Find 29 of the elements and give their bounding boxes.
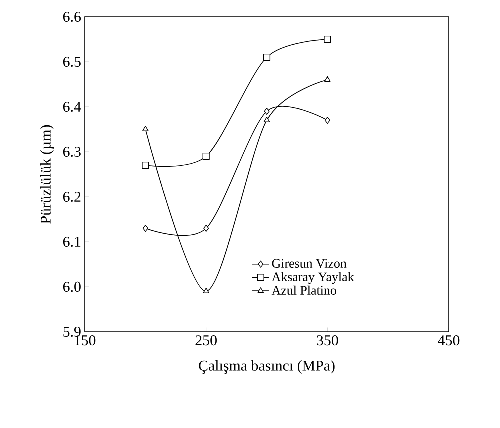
point (264, 108, 270, 116)
x-axis-title: Çalışma basıncı (MPa) (199, 360, 335, 374)
point (263, 54, 271, 62)
y-tick-label: 6.1 (63, 236, 81, 248)
x-tick-label: 450 (438, 336, 460, 346)
x-tick-label: 350 (317, 336, 338, 346)
point (324, 76, 331, 82)
point (142, 224, 148, 232)
y-tick-label: 6.4 (63, 102, 82, 112)
legend-label: Aksaray Yaylak (272, 272, 354, 284)
point (264, 116, 270, 122)
point (324, 36, 332, 44)
x-tick-label: 250 (196, 336, 217, 346)
y-tick-label: 5.9 (64, 326, 81, 338)
point (204, 224, 210, 232)
point (202, 152, 210, 160)
point (324, 116, 330, 124)
point (142, 126, 149, 132)
legend-label: Giresun Vizon (272, 259, 347, 268)
y-tick-label: 6.2 (63, 192, 81, 202)
y-tick-label: 6.0 (63, 282, 81, 292)
point (142, 162, 150, 170)
point (203, 288, 210, 294)
y-axis-title: Pürüzlülük (µm) (40, 125, 54, 224)
x-tick-label: 150 (75, 336, 96, 346)
y-tick-label: 6.3 (63, 146, 81, 158)
legend-label: Azul Platino (272, 286, 336, 295)
y-tick-label: 6.6 (63, 12, 82, 22)
y-tick-label: 6.5 (63, 56, 81, 68)
